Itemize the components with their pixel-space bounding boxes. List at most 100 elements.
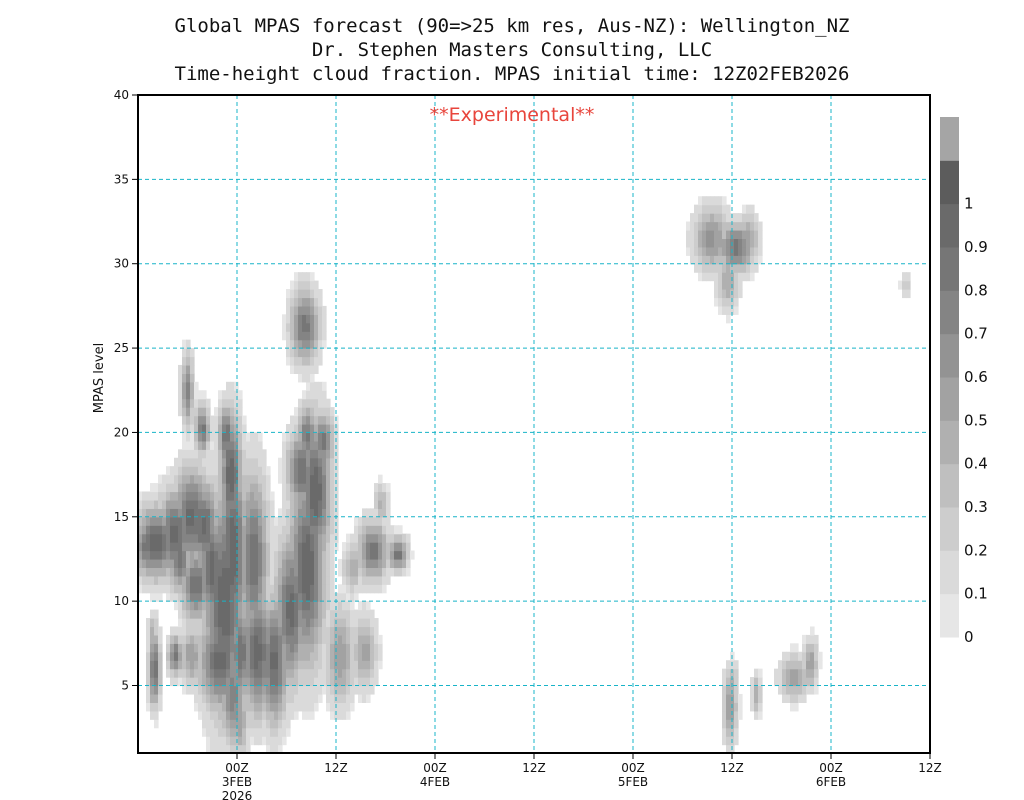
cloud-cell [290,508,295,518]
cloud-cell [226,474,231,484]
cloud-cell [178,626,183,636]
cloud-cell [194,558,199,569]
cloud-cell [802,634,807,644]
cloud-cell [322,331,327,341]
cloud-cell [326,601,331,611]
cloud-cell [738,272,743,282]
cloud-cell [738,263,743,273]
y-tick-label: 10 [114,594,129,608]
cloud-cell [218,525,223,535]
cloud-cell [170,491,175,501]
cloud-cell [318,356,323,366]
cloud-cell [246,710,251,720]
cloud-cell [722,727,727,737]
cloud-cell [286,474,291,484]
cloud-cell [158,567,163,577]
cloud-cell [318,322,323,332]
cloud-cell [306,348,311,358]
cloud-cell [270,677,275,687]
cloud-cell [250,601,255,611]
cloud-cell [202,432,207,442]
cloud-cell [242,491,247,501]
cloud-cell [290,305,295,315]
cloud-cell [310,618,315,628]
cloud-cell [338,702,343,712]
cloud-cell [210,727,215,737]
cloud-cell [286,356,291,366]
cloud-cell [326,702,331,712]
cloud-cell [310,373,315,383]
cloud-cell [190,457,195,467]
cloud-cell [174,508,179,518]
cloud-cell [186,491,191,501]
cloud-cell [358,609,363,619]
cloud-cell [174,466,179,476]
cloud-cell [246,660,251,670]
cloud-cell [322,668,327,678]
cloud-cell [210,508,215,518]
cloud-cell [282,491,287,501]
cloud-cell [266,567,271,577]
cloud-cell [906,280,911,290]
cloud-cell [198,710,203,720]
cloud-cell [170,660,175,670]
cloud-cell [314,457,319,467]
cloud-cell [214,567,219,577]
cloud-cell [726,702,731,712]
cloud-cell [142,508,147,518]
cloud-cell [294,356,299,366]
cloud-cell [310,381,315,391]
colorbar-label: 0.1 [964,585,988,603]
cloud-cell [214,491,219,501]
cloud-cell [386,525,391,535]
cloud-cell [230,381,235,391]
cloud-cell [218,736,223,746]
cloud-cell [326,424,331,434]
cloud-cell [218,626,223,636]
cloud-cell [162,483,167,493]
cloud-cell [266,525,271,535]
cloud-cell [746,213,751,223]
cloud-cell [302,626,307,636]
cloud-cell [270,710,275,720]
colorbar-label: 0.2 [964,541,988,559]
cloud-cell [174,483,179,493]
cloud-cell [198,634,203,644]
cloud-cell [258,575,263,585]
cloud-cell [394,558,399,569]
cloud-cell [222,499,227,509]
cloud-cell [346,550,351,560]
cloud-cell [206,508,211,518]
cloud-cell [190,483,195,493]
cloud-cell [314,651,319,661]
cloud-cell [210,440,215,450]
cloud-cell [342,550,347,560]
cloud-cell [406,558,411,569]
cloud-cell [246,466,251,476]
cloud-cell [302,331,307,341]
cloud-cell [722,668,727,678]
cloud-cell [222,550,227,560]
cloud-cell [286,584,291,594]
cloud-cell [322,533,327,543]
cloud-cell [222,634,227,644]
cloud-cell [214,449,219,459]
cloud-cell [250,483,255,493]
cloud-cell [310,626,315,636]
cloud-cell [178,499,183,509]
cloud-cell [702,246,707,256]
cloud-cell [362,558,367,569]
cloud-cell [238,736,243,746]
cloud-cell [186,626,191,636]
cloud-cell [146,584,151,594]
cloud-cell [254,651,259,661]
cloud-cell [190,398,195,408]
cloud-cell [198,567,203,577]
cloud-cell [382,550,387,560]
cloud-cell [346,626,351,636]
cloud-cell [154,685,159,695]
cloud-cell [206,660,211,670]
cloud-cell [282,314,287,324]
cloud-cell [186,558,191,569]
cloud-cell [286,634,291,644]
